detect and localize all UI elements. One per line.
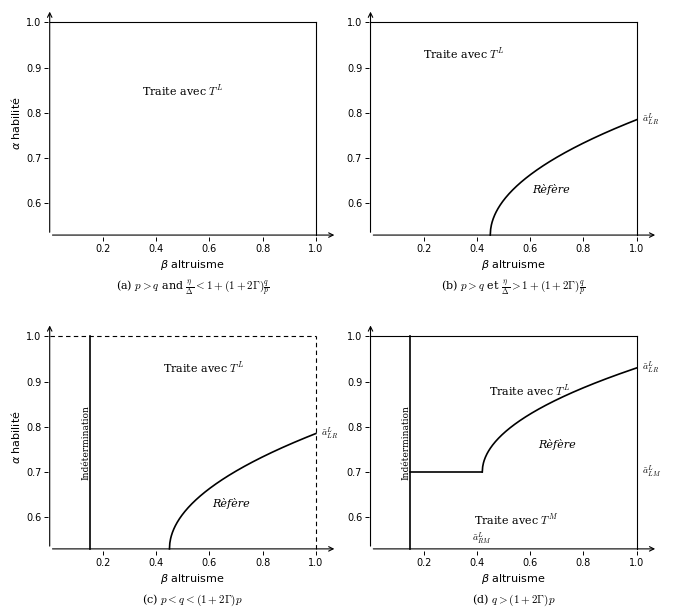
Text: Indétermination: Indétermination [81,405,90,480]
Text: Traite avec $T^L$: Traite avec $T^L$ [489,383,571,398]
Text: Indétermination: Indétermination [402,405,411,480]
Text: Rèfère: Rèfère [532,184,570,195]
Text: Traite avec $T^M$: Traite avec $T^M$ [474,512,559,527]
Text: (a) $p>q$ and $\frac{\eta}{\Delta}<1+(1+2\Gamma)\frac{q}{p}$: (a) $p>q$ and $\frac{\eta}{\Delta}<1+(1+… [116,278,269,297]
Text: $\tilde{a}^L_{LR}$: $\tilde{a}^L_{LR}$ [642,112,660,128]
X-axis label: $\beta$ altruisme: $\beta$ altruisme [481,572,546,586]
Text: Traite avec $T^L$: Traite avec $T^L$ [423,47,505,61]
Text: (b) $p>q$ et $\frac{\eta}{\Delta}>1+(1+2\Gamma)\frac{q}{p}$: (b) $p>q$ et $\frac{\eta}{\Delta}>1+(1+2… [441,278,586,297]
Text: $\tilde{a}^L_{LM}$: $\tilde{a}^L_{LM}$ [642,464,662,480]
Text: (c) $p<q<(1+2\Gamma)p$: (c) $p<q<(1+2\Gamma)p$ [143,593,243,607]
Text: $\tilde{a}^L_{RM}$: $\tilde{a}^L_{RM}$ [472,530,492,546]
X-axis label: $\beta$ altruisme: $\beta$ altruisme [160,572,225,586]
Text: $\tilde{a}^L_{LR}$: $\tilde{a}^L_{LR}$ [321,426,339,441]
Text: (d) $q>(1+2\Gamma)p$: (d) $q>(1+2\Gamma)p$ [472,593,555,607]
Y-axis label: $\alpha$ habilité: $\alpha$ habilité [9,410,22,464]
Text: Rèfère: Rèfère [212,498,250,509]
Y-axis label: $\alpha$ habilité: $\alpha$ habilité [9,96,22,150]
X-axis label: $\beta$ altruisme: $\beta$ altruisme [481,258,546,273]
Text: Rèfère: Rèfère [538,440,575,450]
Text: $\tilde{a}^L_{LR}$: $\tilde{a}^L_{LR}$ [642,360,660,376]
Text: Traite avec $T^L$: Traite avec $T^L$ [142,83,223,98]
Text: Traite avec $T^L$: Traite avec $T^L$ [164,360,245,375]
X-axis label: $\beta$ altruisme: $\beta$ altruisme [160,258,225,273]
